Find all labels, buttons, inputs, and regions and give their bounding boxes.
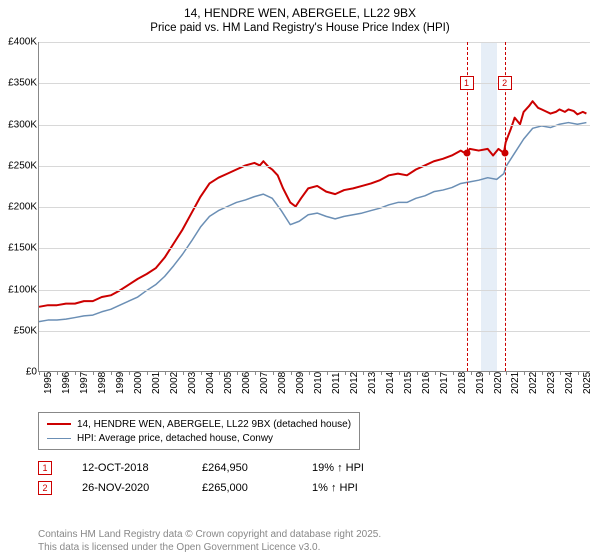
x-axis-label: 2015 <box>403 372 414 394</box>
legend-row-1: 14, HENDRE WEN, ABERGELE, LL22 9BX (deta… <box>47 417 351 431</box>
x-axis-label: 2003 <box>187 372 198 394</box>
x-axis-label: 1995 <box>43 372 54 394</box>
x-axis-label: 2009 <box>295 372 306 394</box>
legend-row-2: HPI: Average price, detached house, Conw… <box>47 431 351 445</box>
y-axis-label: £300K <box>1 119 37 130</box>
chart-title-line2: Price paid vs. HM Land Registry's House … <box>0 22 600 34</box>
x-axis-label: 2025 <box>582 372 593 394</box>
x-axis-label: 2000 <box>133 372 144 394</box>
chart-marker-2: 2 <box>498 76 512 90</box>
legend-label-hpi: HPI: Average price, detached house, Conw… <box>77 433 273 444</box>
legend: 14, HENDRE WEN, ABERGELE, LL22 9BX (deta… <box>38 412 360 450</box>
x-axis-label: 2004 <box>205 372 216 394</box>
x-axis-label: 2019 <box>475 372 486 394</box>
footnote: Contains HM Land Registry data © Crown c… <box>38 529 381 554</box>
x-axis-label: 2010 <box>313 372 324 394</box>
x-axis-label: 2005 <box>223 372 234 394</box>
sales-price-1: £264,950 <box>202 462 312 474</box>
sales-marker-2: 2 <box>38 481 52 495</box>
x-axis-label: 2020 <box>493 372 504 394</box>
x-axis-label: 2013 <box>367 372 378 394</box>
sales-date-1: 12-OCT-2018 <box>82 462 202 474</box>
y-axis-label: £100K <box>1 284 37 295</box>
chart-title-block: 14, HENDRE WEN, ABERGELE, LL22 9BX Price… <box>0 0 600 34</box>
sales-marker-1: 1 <box>38 461 52 475</box>
x-axis-label: 2023 <box>546 372 557 394</box>
x-axis-label: 1997 <box>79 372 90 394</box>
x-axis-label: 2011 <box>331 372 342 394</box>
y-axis-label: £250K <box>1 160 37 171</box>
y-axis-label: £50K <box>1 325 37 336</box>
chart-title-line1: 14, HENDRE WEN, ABERGELE, LL22 9BX <box>0 6 600 20</box>
y-axis-label: £200K <box>1 202 37 213</box>
x-axis-label: 2008 <box>277 372 288 394</box>
chart-marker-1: 1 <box>460 76 474 90</box>
sale-point-1 <box>463 150 470 157</box>
legend-label-price-paid: 14, HENDRE WEN, ABERGELE, LL22 9BX (deta… <box>77 419 351 430</box>
footnote-line2: This data is licensed under the Open Gov… <box>38 542 381 555</box>
sales-pct-2: 1% ↑ HPI <box>312 482 402 494</box>
sale-point-2 <box>501 150 508 157</box>
x-axis-label: 2024 <box>564 372 575 394</box>
sales-price-2: £265,000 <box>202 482 312 494</box>
x-axis-label: 2007 <box>259 372 270 394</box>
x-axis-label: 1996 <box>61 372 72 394</box>
sales-date-2: 26-NOV-2020 <box>82 482 202 494</box>
footnote-line1: Contains HM Land Registry data © Crown c… <box>38 529 381 542</box>
y-axis-label: £150K <box>1 243 37 254</box>
x-axis-label: 2022 <box>528 372 539 394</box>
x-axis-label: 2021 <box>510 372 521 394</box>
sales-row-1: 1 12-OCT-2018 £264,950 19% ↑ HPI <box>38 458 402 478</box>
x-axis-label: 2006 <box>241 372 252 394</box>
sales-row-2: 2 26-NOV-2020 £265,000 1% ↑ HPI <box>38 478 402 498</box>
y-axis-label: £0 <box>1 367 37 378</box>
x-axis-label: 2012 <box>349 372 360 394</box>
x-axis-label: 2017 <box>439 372 450 394</box>
x-axis-label: 2016 <box>421 372 432 394</box>
x-axis-label: 1998 <box>97 372 108 394</box>
legend-swatch-hpi <box>47 438 71 439</box>
y-axis-label: £400K <box>1 37 37 48</box>
x-axis-label: 2002 <box>169 372 180 394</box>
y-axis-label: £350K <box>1 78 37 89</box>
x-axis-label: 2014 <box>385 372 396 394</box>
plot-area: £0£50K£100K£150K£200K£250K£300K£350K£400… <box>38 42 590 372</box>
legend-swatch-price-paid <box>47 423 71 425</box>
x-axis-label: 2001 <box>151 372 162 394</box>
sales-pct-1: 19% ↑ HPI <box>312 462 402 474</box>
x-axis-label: 1999 <box>115 372 126 394</box>
sales-table: 1 12-OCT-2018 £264,950 19% ↑ HPI 2 26-NO… <box>38 458 402 498</box>
x-axis-label: 2018 <box>457 372 468 394</box>
